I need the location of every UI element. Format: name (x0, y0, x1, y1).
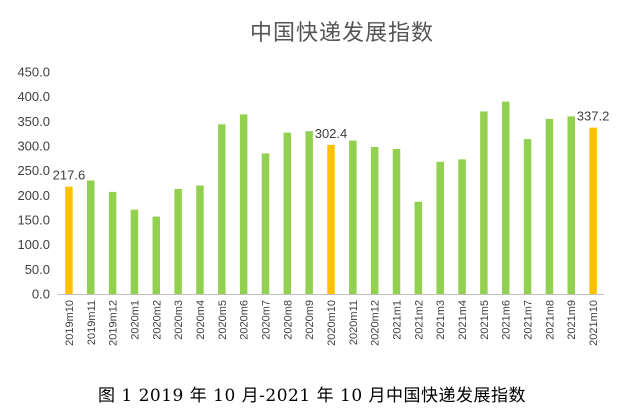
x-tick-label: 2021m2 (413, 300, 425, 340)
y-tick-label: 300.0 (17, 139, 50, 154)
bar-2020m5 (218, 124, 226, 294)
x-tick-label: 2021m7 (523, 300, 535, 340)
x-axis: 2019m10 2019m11 2019m12 2020m1 2020m2 2020m3 2… (58, 294, 604, 346)
y-tick-label: 450.0 (17, 65, 50, 80)
x-tick-label: 2020m7 (260, 300, 272, 340)
y-tick-label: 100.0 (17, 237, 50, 252)
x-tick-label: 2021m1 (392, 300, 404, 340)
bar-2019m12 (108, 191, 117, 294)
y-tick-label: 150.0 (17, 213, 50, 228)
x-tick-label: 2021m6 (501, 300, 513, 340)
x-tick-label: 2020m9 (304, 300, 316, 340)
x-tick-label: 2020m4 (195, 300, 207, 340)
y-tick-label: 250.0 (17, 163, 50, 178)
bar-2020m4 (196, 185, 204, 294)
x-tick-label: 2021m3 (435, 300, 447, 340)
y-tick-label: 350.0 (17, 114, 50, 129)
x-tick-label: 2020m12 (370, 300, 382, 346)
bar-2020m3 (174, 188, 182, 294)
x-tick-label: 2019m10 (64, 300, 76, 346)
x-tick-label: 2019m11 (86, 300, 98, 345)
bar-2021m9 (567, 116, 575, 295)
bars (65, 101, 597, 295)
y-tick-label: 200.0 (17, 188, 50, 203)
bar-2019m10 (65, 186, 73, 294)
x-tick-label: 2020m11 (348, 300, 360, 345)
bar-2021m6 (501, 101, 510, 294)
bar-2021m1 (392, 148, 401, 294)
x-tick-label: 2021m4 (457, 300, 469, 340)
bar-2020m9 (305, 131, 313, 294)
x-tick-label: 2021m9 (566, 300, 578, 340)
x-tick-label: 2021m8 (544, 300, 556, 340)
x-tick-label: 2020m6 (239, 300, 251, 340)
bar-2020m10 (327, 144, 335, 294)
x-tick-label: 2021m10 (588, 300, 600, 346)
x-tick-label: 2020m3 (173, 300, 185, 340)
x-tick-label: 2020m5 (217, 300, 229, 340)
bar-2020m11 (349, 140, 357, 294)
bar-2020m8 (283, 132, 292, 294)
x-tick-label: 2020m2 (151, 300, 163, 340)
bar-2021m8 (545, 118, 554, 294)
data-label: 302.4 (315, 126, 348, 141)
bar-2021m4 (458, 159, 466, 294)
bar-2021m7 (523, 139, 532, 294)
chart-title: 中国快递发展指数 (250, 21, 434, 46)
bar-2021m10 (589, 127, 597, 294)
y-tick-label: 400.0 (17, 89, 50, 104)
bar-2021m2 (414, 201, 423, 294)
bar-2020m7 (261, 153, 270, 294)
data-labels: 217.6 302.4 337.2 (53, 109, 610, 183)
y-tick-label: 50.0 (25, 262, 50, 277)
figure-caption: 图 1 2019 年 10 月-2021 年 10 月中国快递发展指数 (98, 386, 526, 406)
y-axis: 0.0 50.0 100.0 150.0 200.0 250.0 300.0 350.0 400… (17, 65, 50, 302)
bar-2021m5 (480, 111, 488, 294)
data-label: 217.6 (53, 168, 86, 183)
bar-2020m12 (370, 146, 379, 294)
x-tick-label: 2020m8 (282, 300, 294, 340)
x-tick-label: 2020m10 (326, 300, 338, 346)
y-tick-label: 0.0 (32, 287, 50, 302)
x-tick-label: 2020m1 (129, 300, 141, 340)
bar-2020m1 (130, 209, 139, 294)
data-label: 337.2 (577, 109, 610, 124)
bar-2021m3 (436, 161, 444, 294)
bar-2019m11 (87, 180, 95, 294)
bar-2020m2 (152, 216, 161, 294)
bar-2020m6 (239, 114, 248, 294)
x-tick-label: 2021m5 (479, 300, 491, 340)
x-tick-label: 2019m12 (108, 300, 120, 346)
